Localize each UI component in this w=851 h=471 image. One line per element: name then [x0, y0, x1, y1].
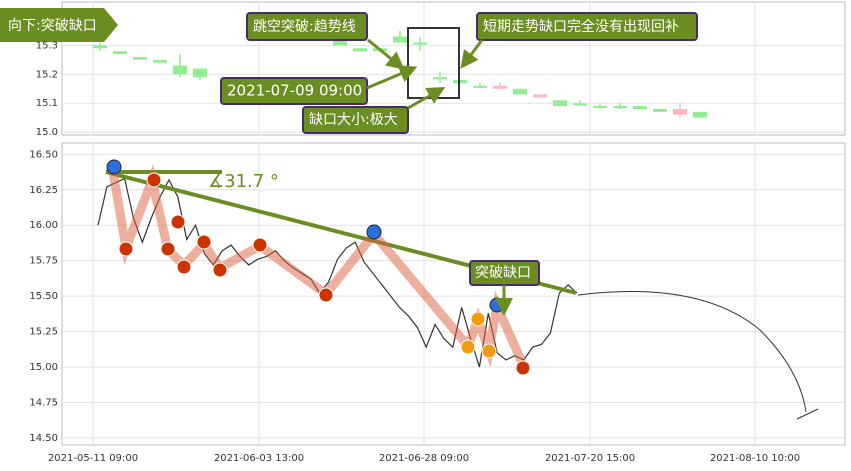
- candle-body: [153, 59, 167, 63]
- y-tick-label: 15.3: [36, 40, 58, 51]
- candle-body: [553, 100, 567, 107]
- y-tick-label: 14.50: [29, 433, 58, 444]
- candle-body: [133, 56, 147, 60]
- x-tick-label: 2021-07-20 15:00: [545, 453, 635, 464]
- y-tick-label: 15.25: [29, 327, 58, 338]
- candle-body: [593, 106, 607, 109]
- candle-body: [433, 77, 447, 80]
- candle-body: [173, 65, 187, 75]
- callout-box: [476, 12, 698, 41]
- callout: 缺口大小:极大: [309, 112, 398, 128]
- callout: 突破缺口: [475, 265, 531, 281]
- callout-box: [302, 106, 409, 134]
- callout: 跳空突破:趋势线: [253, 19, 356, 35]
- callouts: 向下:突破缺口 跳空突破:趋势线 短期走势缺口完全没有出现回补 2021-07-…: [0, 8, 698, 316]
- arrow: [367, 38, 405, 70]
- y-tick-label: 15.75: [29, 256, 58, 267]
- badge-text: 向下:突破缺口: [8, 18, 97, 34]
- candle-body: [653, 108, 667, 112]
- callout: 2021-07-09 09:00: [227, 82, 362, 100]
- projection: [577, 291, 807, 413]
- candle-body: [673, 108, 687, 115]
- y-tick-label: 15.50: [29, 291, 58, 302]
- y-tick-label: 15.1: [36, 98, 58, 109]
- price-line: [97, 177, 578, 368]
- candle-body: [693, 111, 707, 118]
- x-tick-label: 2021-06-28 09:00: [379, 453, 469, 464]
- candle-body: [93, 45, 107, 49]
- arrow: [366, 65, 418, 90]
- projection-end: [796, 408, 819, 420]
- arrow: [460, 39, 484, 69]
- angle-label: ∡31.7 °: [208, 171, 279, 192]
- candle-body: [193, 68, 207, 78]
- top-frame: [61, 1, 846, 136]
- candle-body: [573, 103, 587, 106]
- x-tick-label: 2021-05-11 09:00: [48, 453, 138, 464]
- pattern-band: [108, 164, 529, 369]
- x-tick-label: 2021-08-10 10:00: [710, 453, 800, 464]
- y-tick-label: 16.50: [29, 149, 58, 160]
- bottom-frame: [61, 142, 846, 446]
- candle-body: [333, 36, 347, 46]
- y-tick-label: 16.00: [29, 220, 58, 231]
- gap-box: [407, 27, 460, 99]
- callout-box: [246, 12, 368, 41]
- y-tick-label: 14.75: [29, 397, 58, 408]
- candle-body: [473, 85, 487, 88]
- y-tick-label: 16.25: [29, 185, 58, 196]
- candle-body: [393, 36, 407, 43]
- y-tick-label: 15.0: [36, 127, 58, 138]
- candle-body: [533, 94, 547, 98]
- y-tick-label: 15.2: [36, 69, 58, 80]
- arrow: [407, 87, 446, 110]
- candle-body: [513, 88, 527, 95]
- x-tick-label: 2021-06-03 13:00: [214, 453, 304, 464]
- candle-body: [493, 85, 507, 89]
- candle-body: [613, 106, 627, 109]
- badge-shape: [0, 8, 118, 42]
- callout: 短期走势缺口完全没有出现回补: [483, 18, 679, 35]
- candle-body: [633, 106, 647, 109]
- callout-box: [220, 77, 368, 105]
- candle-body: [413, 42, 427, 45]
- candle-body: [353, 48, 367, 52]
- candle-body: [113, 51, 127, 55]
- decorations: [105, 27, 819, 420]
- y-tick-label: 15.00: [29, 362, 58, 373]
